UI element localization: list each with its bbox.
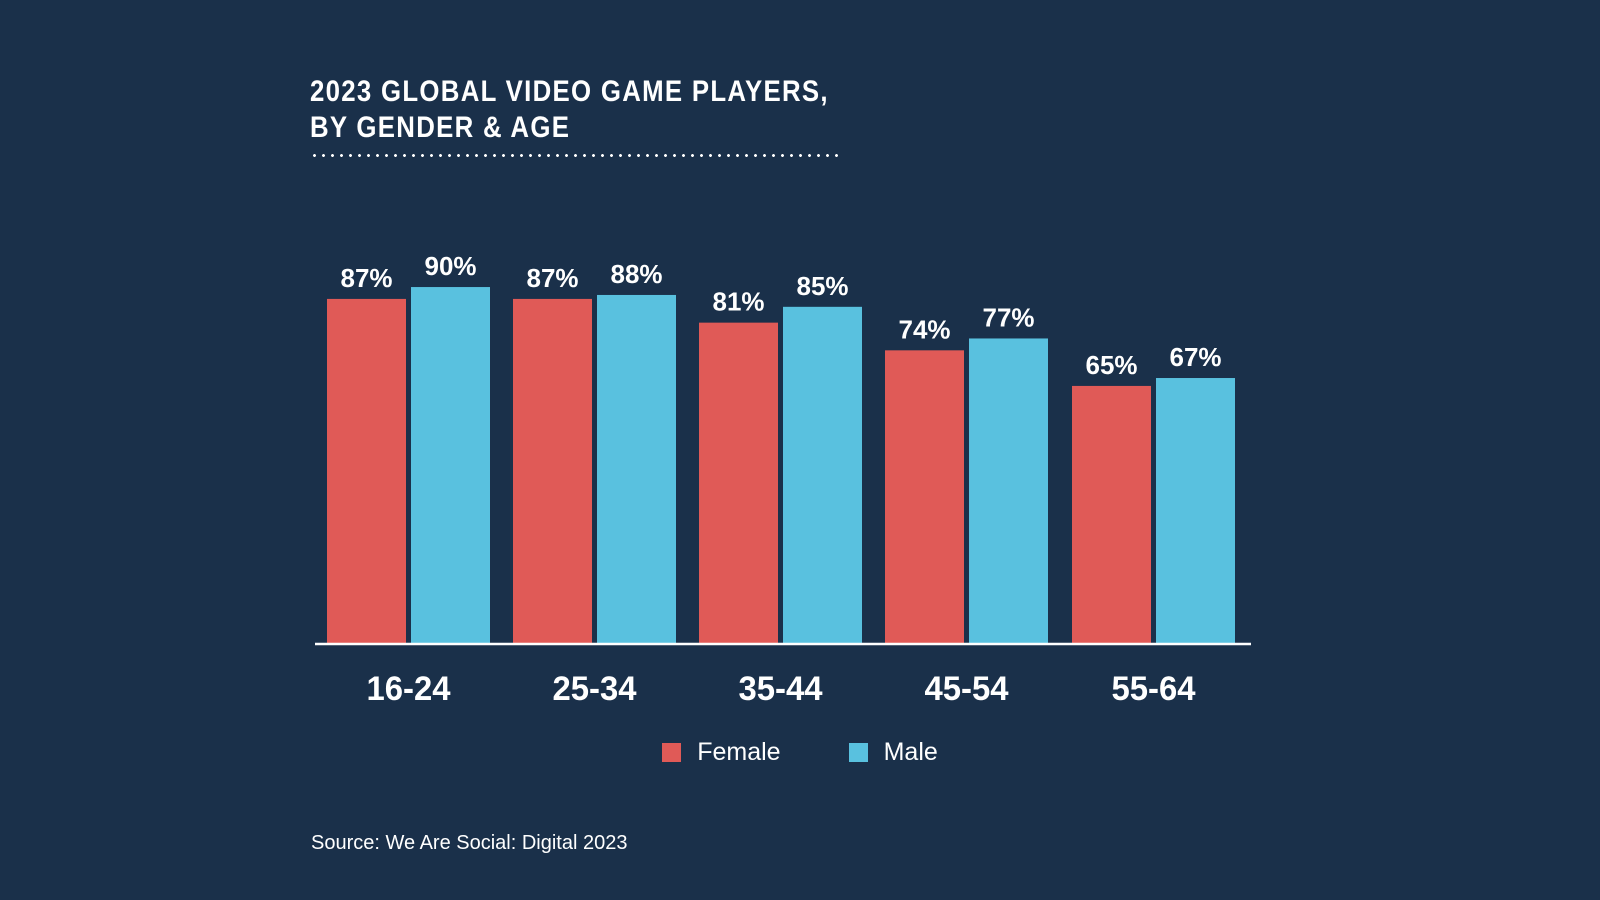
category-label-55-64: 55-64 bbox=[1112, 670, 1196, 708]
bar-female-25-34 bbox=[513, 298, 592, 643]
category-label-35-44: 35-44 bbox=[739, 670, 823, 708]
legend-swatch-male bbox=[848, 743, 868, 762]
bars-group bbox=[327, 287, 1235, 643]
legend-swatch-female bbox=[662, 743, 682, 762]
value-labels-group: 87% 90% 87% 88% 81% 85% 74% 77% 65% 67% bbox=[341, 251, 1222, 380]
title-dotted-rule bbox=[310, 154, 840, 157]
value-label-female-35-44: 81% bbox=[713, 287, 765, 317]
category-label-45-54: 45-54 bbox=[925, 670, 1009, 708]
legend-item-male: Male bbox=[848, 738, 938, 767]
value-label-female-16-24: 87% bbox=[341, 263, 393, 293]
legend: Female Male bbox=[0, 738, 1600, 767]
value-label-female-45-54: 74% bbox=[899, 314, 951, 344]
legend-label-female: Female bbox=[697, 738, 781, 766]
value-label-male-16-24: 90% bbox=[425, 251, 477, 281]
value-label-female-55-64: 65% bbox=[1086, 350, 1138, 380]
category-label-25-34: 25-34 bbox=[553, 670, 637, 708]
value-label-male-55-64: 67% bbox=[1170, 342, 1222, 372]
chart-title: 2023 GLOBAL VIDEO GAME PLAYERS, BY GENDE… bbox=[310, 74, 829, 146]
bar-female-45-54 bbox=[885, 350, 964, 643]
chart-title-line-1: 2023 GLOBAL VIDEO GAME PLAYERS, bbox=[310, 75, 829, 108]
source-note: Source: We Are Social: Digital 2023 bbox=[311, 832, 628, 854]
category-label-16-24: 16-24 bbox=[367, 670, 451, 708]
value-label-male-25-34: 88% bbox=[611, 259, 663, 289]
bar-male-55-64 bbox=[1156, 378, 1235, 643]
bar-female-35-44 bbox=[699, 322, 778, 643]
bar-male-35-44 bbox=[783, 306, 862, 643]
legend-label-male: Male bbox=[883, 738, 938, 766]
bar-female-16-24 bbox=[327, 298, 406, 643]
value-label-male-45-54: 77% bbox=[983, 302, 1035, 332]
value-label-female-25-34: 87% bbox=[527, 263, 579, 293]
legend-item-female: Female bbox=[662, 738, 781, 767]
chart-title-line-2: BY GENDER & AGE bbox=[310, 111, 571, 144]
category-labels-group: 16-24 25-34 35-44 45-54 55-64 bbox=[367, 670, 1196, 708]
value-label-male-35-44: 85% bbox=[797, 271, 849, 301]
bar-female-55-64 bbox=[1072, 385, 1151, 643]
bar-male-45-54 bbox=[969, 338, 1048, 643]
bar-male-25-34 bbox=[597, 294, 676, 643]
bar-male-16-24 bbox=[411, 287, 490, 643]
